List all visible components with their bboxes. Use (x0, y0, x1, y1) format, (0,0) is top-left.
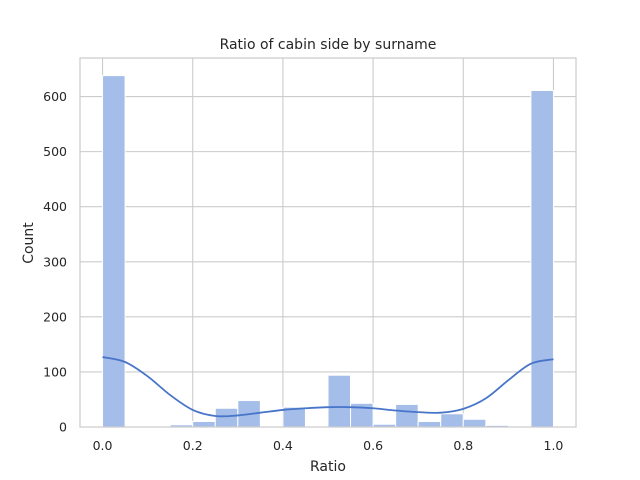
x-tick-label-1: 0.2 (183, 438, 203, 453)
kde-curve (102, 356, 554, 418)
y-axis-label: Count (21, 222, 37, 264)
histogram-bars (102, 75, 554, 428)
histogram-bar-5 (214, 407, 239, 428)
y-tick-label-6: 600 (43, 89, 67, 104)
histogram-bar-0 (102, 75, 126, 428)
x-tick-label-3: 0.6 (363, 438, 383, 453)
y-tick-label-4: 400 (43, 199, 67, 214)
histogram-bar-10 (327, 374, 352, 428)
x-tick-label-5: 1.0 (544, 438, 564, 453)
histogram-bar-4 (192, 420, 216, 428)
plot-frame (79, 57, 577, 428)
histogram-bar-14 (417, 420, 442, 428)
kde-curve-group (102, 356, 554, 418)
x-tick-label-2: 0.4 (273, 438, 293, 453)
histogram-bar-15 (440, 413, 464, 428)
y-tick-label-1: 100 (43, 364, 67, 379)
histogram-bar-16 (462, 418, 487, 428)
histogram-bar-13 (395, 403, 419, 428)
grid-lines (80, 58, 576, 428)
y-tick-label-3: 300 (43, 254, 67, 269)
x-axis-label: Ratio (310, 459, 346, 475)
x-tick-label-4: 0.8 (453, 438, 473, 453)
x-tick-label-0: 0.0 (93, 438, 113, 453)
chart-title: Ratio of cabin side by surname (220, 37, 437, 53)
x-axis-ticks: 0.0 0.2 0.4 0.6 0.8 1.0 (93, 438, 564, 453)
y-tick-label-2: 200 (43, 309, 67, 324)
y-tick-label-0: 0 (59, 420, 67, 435)
y-tick-label-5: 500 (43, 144, 67, 159)
histogram-bar-19 (530, 89, 554, 428)
y-axis-ticks: 0 100 200 300 400 500 600 (43, 89, 67, 434)
